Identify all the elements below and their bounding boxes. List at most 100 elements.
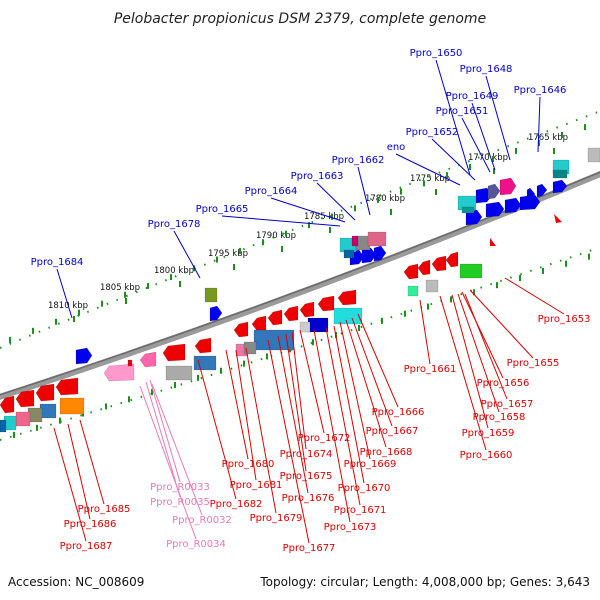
label-connector (333, 325, 365, 484)
label-connector (197, 359, 237, 500)
gene-labels: Ppro_1650 Ppro_1648 Ppro_1649 Ppro_1646 Ppro… (31, 48, 591, 554)
gene-arrow-reverse (283, 305, 299, 322)
label-connector (267, 339, 310, 544)
forward-gene-label: Ppro_1650 (410, 48, 463, 59)
gene-arrow-reverse (445, 251, 459, 268)
gene-arrow-reverse (267, 309, 283, 326)
gene-arrow-forward (209, 305, 223, 322)
gene-arrow-reverse (317, 295, 335, 312)
label-connector (145, 381, 181, 498)
forward-gene-label: Ppro_1651 (436, 106, 489, 117)
reverse-gene-label: Ppro_1667 (366, 426, 419, 437)
small-feature (554, 214, 562, 223)
reverse-gene-label: Ppro_1661 (404, 364, 457, 375)
gene-box (343, 249, 355, 259)
kbp-label: 1765 kbp (528, 133, 568, 143)
gene-box (127, 359, 133, 367)
forward-gene-label: Ppro_1665 (196, 204, 249, 215)
reverse-gene-label: Ppro_1672 (298, 433, 351, 444)
gene-box (407, 285, 419, 297)
gene-box (15, 411, 31, 427)
gene-arrow-forward (552, 179, 568, 194)
gene-arrow-reverse (139, 351, 157, 368)
label-connector (225, 349, 249, 460)
gene-arrow-forward (75, 347, 93, 365)
gene-arrow-forward (373, 245, 387, 262)
gene-arrow-forward (504, 197, 522, 214)
kbp-label: 1770 kbp (468, 153, 508, 163)
label-connector (339, 321, 371, 460)
kbp-label: 1790 kbp (256, 231, 296, 241)
gene-box (39, 403, 57, 419)
reverse-gene-label: Ppro_1685 (78, 504, 131, 515)
gene-box (165, 365, 193, 381)
gene-box (587, 147, 600, 163)
gene-arrow-forward (499, 177, 517, 196)
reverse-gene-label: Ppro_1673 (324, 522, 377, 533)
label-connector (345, 319, 387, 448)
reverse-gene-label: Ppro_1687 (60, 541, 113, 552)
reverse-gene-label: Ppro_1660 (460, 450, 513, 461)
forward-gene-label: Ppro_1663 (291, 171, 344, 182)
label-connector (277, 335, 309, 494)
forward-gene-label: Ppro_1664 (245, 186, 298, 197)
gene-box (204, 287, 218, 303)
gene-box (425, 279, 439, 293)
gene-box (307, 317, 329, 333)
gene-arrow-reverse (15, 389, 35, 408)
label-connector (357, 166, 371, 216)
small-feature (490, 238, 496, 246)
label-connector (469, 289, 534, 359)
kbp-label: 1795 kbp (208, 249, 248, 259)
reverse-gene-label: Ppro_1675 (280, 471, 333, 482)
genome-backbone (0, 111, 600, 441)
label-connector (245, 347, 277, 514)
label-connector (504, 277, 565, 315)
label-connector (67, 423, 91, 520)
reverse-gene-label: Ppro_1676 (282, 493, 335, 504)
kbp-label: 1805 kbp (100, 283, 140, 293)
gene-arrow-reverse (55, 377, 79, 396)
label-connector (313, 329, 351, 523)
reverse-gene-label: Ppro_1658 (473, 412, 526, 423)
gene-box (253, 329, 295, 351)
map-title: Pelobacter propionicus DSM 2379, complet… (114, 11, 486, 27)
gene-arrow-reverse (337, 289, 357, 306)
label-connector (357, 313, 399, 408)
reverse-gene-label: Ppro_1656 (477, 378, 530, 389)
label-connector (439, 295, 487, 451)
gene-box (333, 307, 363, 325)
kbp-label: 1775 kbp (410, 174, 450, 184)
label-connector (457, 293, 500, 413)
gene-arrow-reverse (251, 315, 267, 332)
reverse-gene-label: Ppro_1677 (283, 543, 336, 554)
gene-arrow-forward (485, 201, 505, 218)
reverse-gene-label: Ppro_1681 (230, 480, 283, 491)
reverse-gene-label: Ppro_1670 (338, 483, 391, 494)
label-connector (56, 268, 73, 319)
reverse-gene-label: Ppro_1669 (344, 459, 397, 470)
gene-arrow-reverse (417, 259, 431, 276)
gene-arrow-reverse (403, 263, 419, 280)
gene-box (552, 169, 568, 179)
reverse-gene-label: Ppro_1674 (280, 449, 333, 460)
gene-box (461, 206, 475, 214)
forward-gene-label: Ppro_1646 (514, 85, 567, 96)
outer-dotted-track (0, 111, 599, 349)
reverse-gene-label: Ppro_1671 (334, 505, 387, 516)
gene-box (0, 419, 7, 433)
reverse-gene-label: Ppro_1666 (372, 407, 425, 418)
label-connector (270, 197, 346, 223)
label-connector (221, 215, 341, 227)
gene-box (459, 263, 483, 279)
gene-arrow-forward (536, 183, 548, 198)
label-connector (435, 59, 471, 176)
label-connector (485, 75, 511, 161)
rna-gene-label: Ppro_R0033 (150, 482, 210, 493)
forward-gene-label: Ppro_1684 (31, 257, 84, 268)
reverse-gene-label: Ppro_1686 (64, 519, 117, 530)
gene-arrow-forward (519, 194, 541, 211)
reverse-gene-label: Ppro_1655 (507, 358, 560, 369)
forward-gene-label: eno (387, 142, 406, 153)
